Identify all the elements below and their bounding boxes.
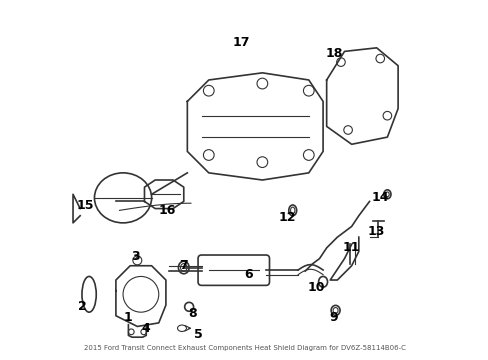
Text: 13: 13 xyxy=(367,225,385,238)
Text: 1: 1 xyxy=(124,311,133,324)
Text: 9: 9 xyxy=(329,311,337,324)
Text: 5: 5 xyxy=(193,328,202,341)
Text: 2: 2 xyxy=(78,300,86,313)
Text: 3: 3 xyxy=(131,250,140,263)
Text: 6: 6 xyxy=(243,268,252,281)
Text: 10: 10 xyxy=(306,281,324,294)
Text: 14: 14 xyxy=(371,192,388,204)
Text: 17: 17 xyxy=(232,36,249,49)
Text: 12: 12 xyxy=(278,211,296,224)
Text: 2015 Ford Transit Connect Exhaust Components Heat Shield Diagram for DV6Z-58114B: 2015 Ford Transit Connect Exhaust Compon… xyxy=(83,346,405,351)
Text: 11: 11 xyxy=(342,241,360,255)
Text: 4: 4 xyxy=(142,322,150,335)
Text: 16: 16 xyxy=(159,204,176,217)
Text: 18: 18 xyxy=(325,47,342,60)
Text: 15: 15 xyxy=(77,198,94,212)
Text: 8: 8 xyxy=(188,307,197,320)
Text: 7: 7 xyxy=(179,259,188,272)
